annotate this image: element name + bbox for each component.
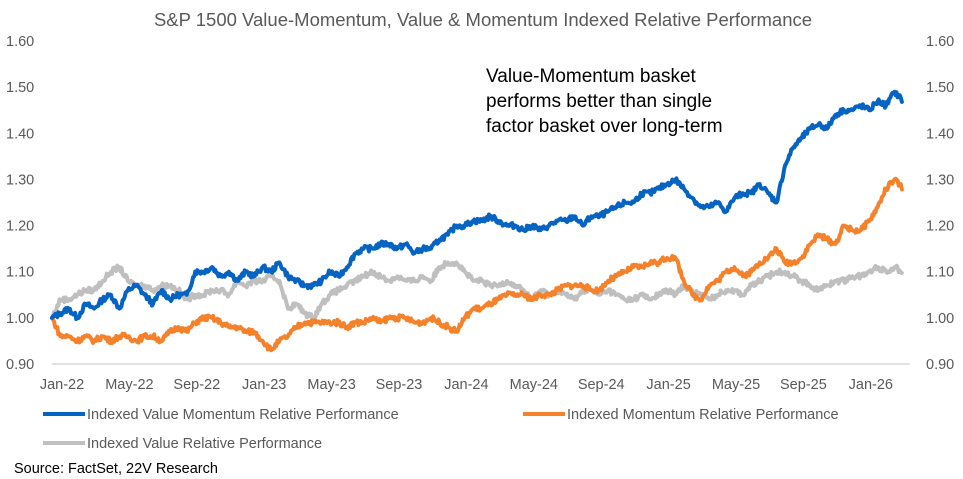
series-line-value-momentum — [50, 89, 904, 321]
y-tick-left-label: 1.10 — [6, 265, 34, 281]
source-note: Source: FactSet, 22V Research — [14, 461, 218, 477]
series-group — [50, 89, 904, 353]
x-tick-label: Jan-24 — [444, 377, 488, 393]
y-tick-left-label: 1.00 — [6, 311, 34, 327]
y-tick-left-label: 1.30 — [6, 172, 34, 188]
y-tick-left-label: 1.50 — [6, 80, 34, 96]
legend: Indexed Value Momentum Relative Performa… — [43, 407, 839, 452]
x-tick-label: May-25 — [712, 377, 760, 393]
annotation-line-2: performs better than single — [486, 91, 712, 112]
x-axis: Jan-22 May-22 Sep-22 Jan-23 May-23 Sep-23 Jan-… — [40, 377, 893, 393]
y-tick-left-label: 0.90 — [6, 357, 34, 373]
x-tick-label: May-24 — [510, 377, 558, 393]
x-tick-label: Jan-25 — [646, 377, 690, 393]
y-tick-right-label: 1.30 — [926, 172, 954, 188]
legend-label-momentum: Indexed Momentum Relative Performance — [567, 407, 839, 423]
series-line-value — [50, 260, 904, 322]
x-tick-label: Jan-26 — [849, 377, 893, 393]
annotation-line-3: factor basket over long-term — [486, 116, 723, 137]
x-tick-label: Sep-23 — [376, 377, 423, 393]
legend-label-value: Indexed Value Relative Performance — [87, 436, 322, 452]
series-line-momentum — [50, 176, 904, 353]
y-axis-right: 0.90 1.00 1.10 1.20 1.30 1.40 1.50 1.60 — [926, 34, 954, 373]
x-tick-label: Sep-25 — [780, 377, 827, 393]
y-tick-left-label: 1.60 — [6, 34, 34, 50]
y-tick-right-label: 1.00 — [926, 311, 954, 327]
y-tick-right-label: 1.10 — [926, 265, 954, 281]
x-tick-label: Sep-24 — [578, 377, 625, 393]
y-tick-right-label: 1.20 — [926, 219, 954, 235]
x-tick-label: May-23 — [307, 377, 355, 393]
x-tick-label: Jan-22 — [40, 377, 84, 393]
y-tick-right-label: 1.50 — [926, 80, 954, 96]
y-tick-right-label: 0.90 — [926, 357, 954, 373]
y-axis-left: 0.90 1.00 1.10 1.20 1.30 1.40 1.50 1.60 — [6, 34, 34, 373]
x-tick-label: Jan-23 — [242, 377, 286, 393]
legend-label-value-momentum: Indexed Value Momentum Relative Performa… — [87, 407, 399, 423]
y-tick-right-label: 1.60 — [926, 34, 954, 50]
chart-title: S&P 1500 Value-Momentum, Value & Momentu… — [154, 9, 812, 30]
x-tick-label: May-22 — [105, 377, 153, 393]
annotation-line-1: Value-Momentum basket — [486, 66, 697, 87]
x-tick-label: Sep-22 — [173, 377, 220, 393]
y-tick-left-label: 1.20 — [6, 219, 34, 235]
y-tick-right-label: 1.40 — [926, 126, 954, 142]
annotation: Value-Momentum basket performs better th… — [486, 66, 723, 137]
y-tick-left-label: 1.40 — [6, 126, 34, 142]
